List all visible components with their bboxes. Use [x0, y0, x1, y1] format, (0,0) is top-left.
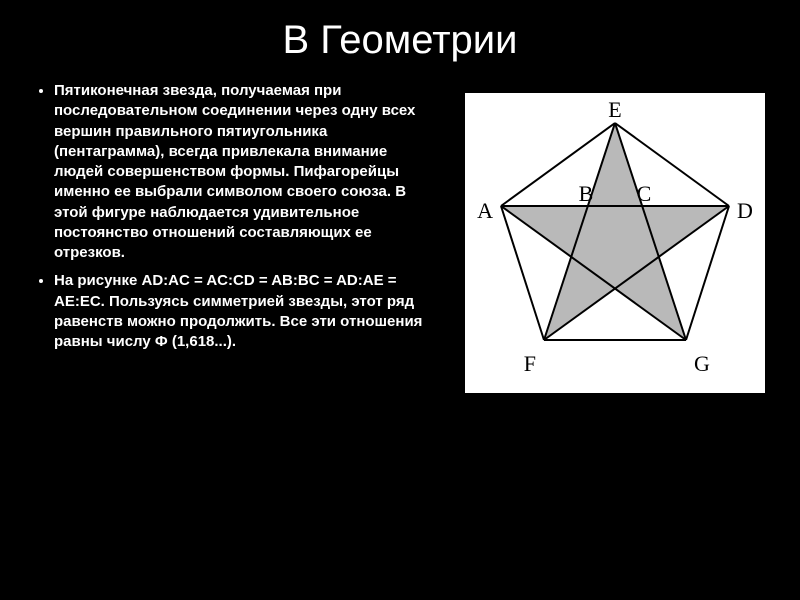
- slide-body: Пятиконечная звезда, получаемая при посл…: [30, 81, 770, 580]
- figure-column: E A D G F B C: [460, 81, 770, 580]
- slide: В Геометрии Пятиконечная звезда, получае…: [0, 0, 800, 600]
- svg-text:E: E: [608, 97, 621, 122]
- svg-text:B: B: [579, 181, 594, 206]
- pentagram-svg: E A D G F B C: [465, 93, 765, 393]
- svg-text:D: D: [737, 198, 753, 223]
- bullet-list: Пятиконечная звезда, получаемая при посл…: [30, 81, 440, 352]
- svg-text:G: G: [694, 351, 710, 376]
- bullet-item: На рисунке AD:AC = AC:CD = AB:BC = AD:AE…: [54, 271, 440, 352]
- pentagram-figure: E A D G F B C: [465, 93, 765, 393]
- slide-title: В Геометрии: [30, 18, 770, 63]
- text-column: Пятиконечная звезда, получаемая при посл…: [30, 81, 440, 580]
- svg-text:A: A: [477, 198, 493, 223]
- bullet-item: Пятиконечная звезда, получаемая при посл…: [54, 81, 440, 263]
- svg-text:C: C: [637, 181, 652, 206]
- svg-text:F: F: [524, 351, 536, 376]
